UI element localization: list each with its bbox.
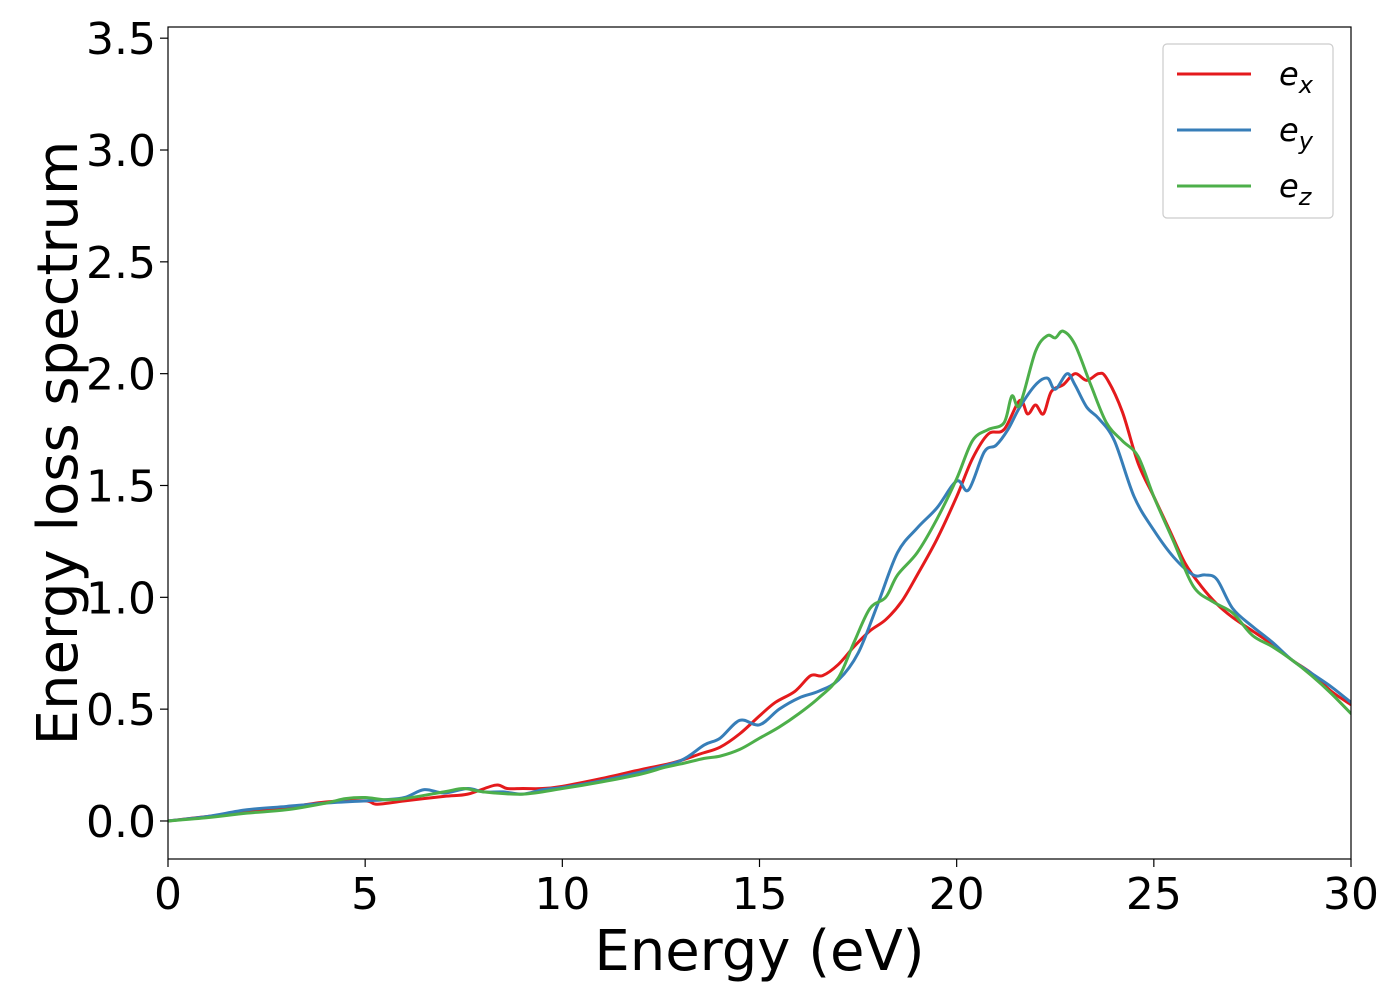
x-tick-label: 0: [154, 869, 182, 920]
series-line-x: [168, 371, 1351, 823]
y-tick-label: 0.5: [86, 685, 156, 736]
legend: ex ey ez: [1162, 43, 1334, 219]
series-line-z: [168, 329, 1351, 823]
y-axis-label: Energy loss spectrum: [26, 141, 91, 746]
x-tick-label: 20: [929, 869, 985, 920]
y-tick-label: 3.0: [86, 126, 156, 177]
x-axis-label: Energy (eV): [594, 919, 924, 984]
y-tick-label: 1.5: [86, 461, 156, 512]
legend-label-y: ey: [1279, 111, 1314, 155]
x-tick-label: 25: [1126, 869, 1182, 920]
y-axis: 0.0 0.5 1.0 1.5 2.0 2.5 3.0 3.5: [86, 14, 168, 848]
legend-label-x: ex: [1279, 55, 1314, 99]
x-tick-label: 10: [534, 869, 590, 920]
y-tick-label: 2.5: [86, 238, 156, 289]
y-tick-label: 0.0: [86, 797, 156, 848]
y-tick-label: 3.5: [86, 14, 156, 65]
y-tick-label: 1.0: [86, 573, 156, 624]
series-layer: [168, 329, 1351, 823]
y-tick-label: 2.0: [86, 350, 156, 401]
x-tick-label: 15: [732, 869, 788, 920]
x-tick-label: 30: [1323, 869, 1379, 920]
x-axis: 0 5 10 15 20 25 30: [154, 859, 1379, 920]
series-line-y: [168, 372, 1351, 823]
x-tick-label: 5: [351, 869, 379, 920]
legend-label-z: ez: [1279, 167, 1313, 211]
